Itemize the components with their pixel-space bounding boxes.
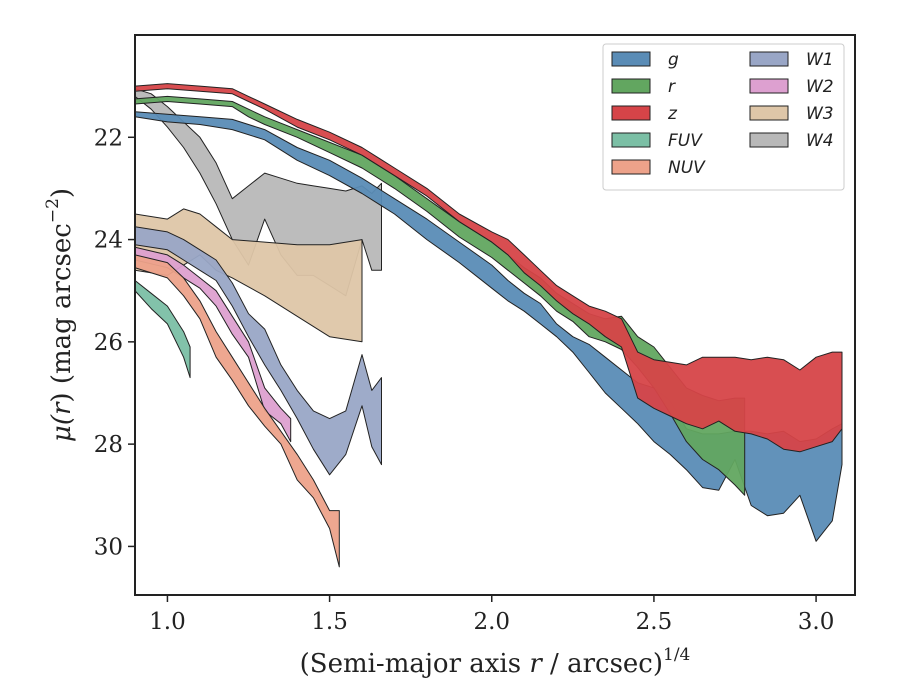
legend: grz FUV NUV W1 W2 W3 W4 — [602, 43, 845, 191]
legend-entry-r: r — [611, 77, 676, 97]
y-tick-label: 30 — [94, 534, 123, 560]
axes: 1.0 1.5 2.0 2.5 3.0 22 24 26 28 30 — [94, 34, 856, 635]
x-tick-label: 3.0 — [798, 609, 835, 635]
band-fuv — [135, 280, 191, 379]
legend-swatch — [611, 78, 651, 94]
band-z — [135, 83, 843, 453]
legend-label: z — [667, 104, 678, 124]
band-r — [135, 95, 746, 496]
plot-frame — [134, 34, 856, 596]
legend-swatch — [749, 51, 789, 67]
legend-swatch — [749, 105, 789, 121]
legend-swatch — [749, 78, 789, 94]
legend-label: g — [668, 50, 679, 70]
legend-swatch — [749, 132, 789, 148]
legend-label: W1 — [806, 50, 834, 70]
legend-entry-nuv: NUV — [611, 158, 706, 178]
y-tick-label: 26 — [94, 330, 123, 356]
legend-entry-z: z — [611, 104, 678, 124]
legend-entry-w4: W4 — [749, 131, 834, 151]
band-w2 — [135, 246, 292, 443]
legend-swatch — [611, 105, 651, 121]
band-g — [135, 111, 843, 542]
y-tick-label: 28 — [94, 432, 123, 458]
legend-entry-w3: W3 — [749, 104, 834, 124]
legend-entry-g: g — [611, 50, 679, 70]
y-tick-label: 22 — [94, 125, 123, 151]
x-tick-label: 1.5 — [311, 609, 348, 635]
x-axis-title: (Semi-major axis r / arcsec)1/4 — [300, 645, 691, 679]
legend-entry-w1: W1 — [749, 50, 834, 70]
band-nuv — [135, 254, 340, 568]
legend-label: FUV — [668, 131, 703, 151]
legend-swatch — [611, 132, 651, 148]
x-tick-label: 2.0 — [473, 609, 510, 635]
legend-label: W4 — [806, 131, 834, 151]
legend-label: NUV — [668, 158, 706, 178]
legend-swatch — [611, 51, 651, 67]
y-tick-label: 24 — [94, 228, 123, 254]
y-axis-title: μ(r) (mag arcsec−2) — [43, 188, 77, 442]
band-w1 — [135, 226, 382, 476]
legend-label: W3 — [806, 104, 834, 124]
legend-entry-w2: W2 — [749, 77, 834, 97]
legend-entry-fuv: FUV — [611, 131, 703, 151]
legend-label: r — [668, 77, 676, 97]
profile-bands — [135, 83, 843, 568]
band-w4 — [135, 88, 382, 297]
legend-swatch — [611, 159, 651, 175]
legend-label: W2 — [806, 77, 834, 97]
x-tick-label: 2.5 — [636, 609, 673, 635]
x-tick-label: 1.0 — [149, 609, 186, 635]
